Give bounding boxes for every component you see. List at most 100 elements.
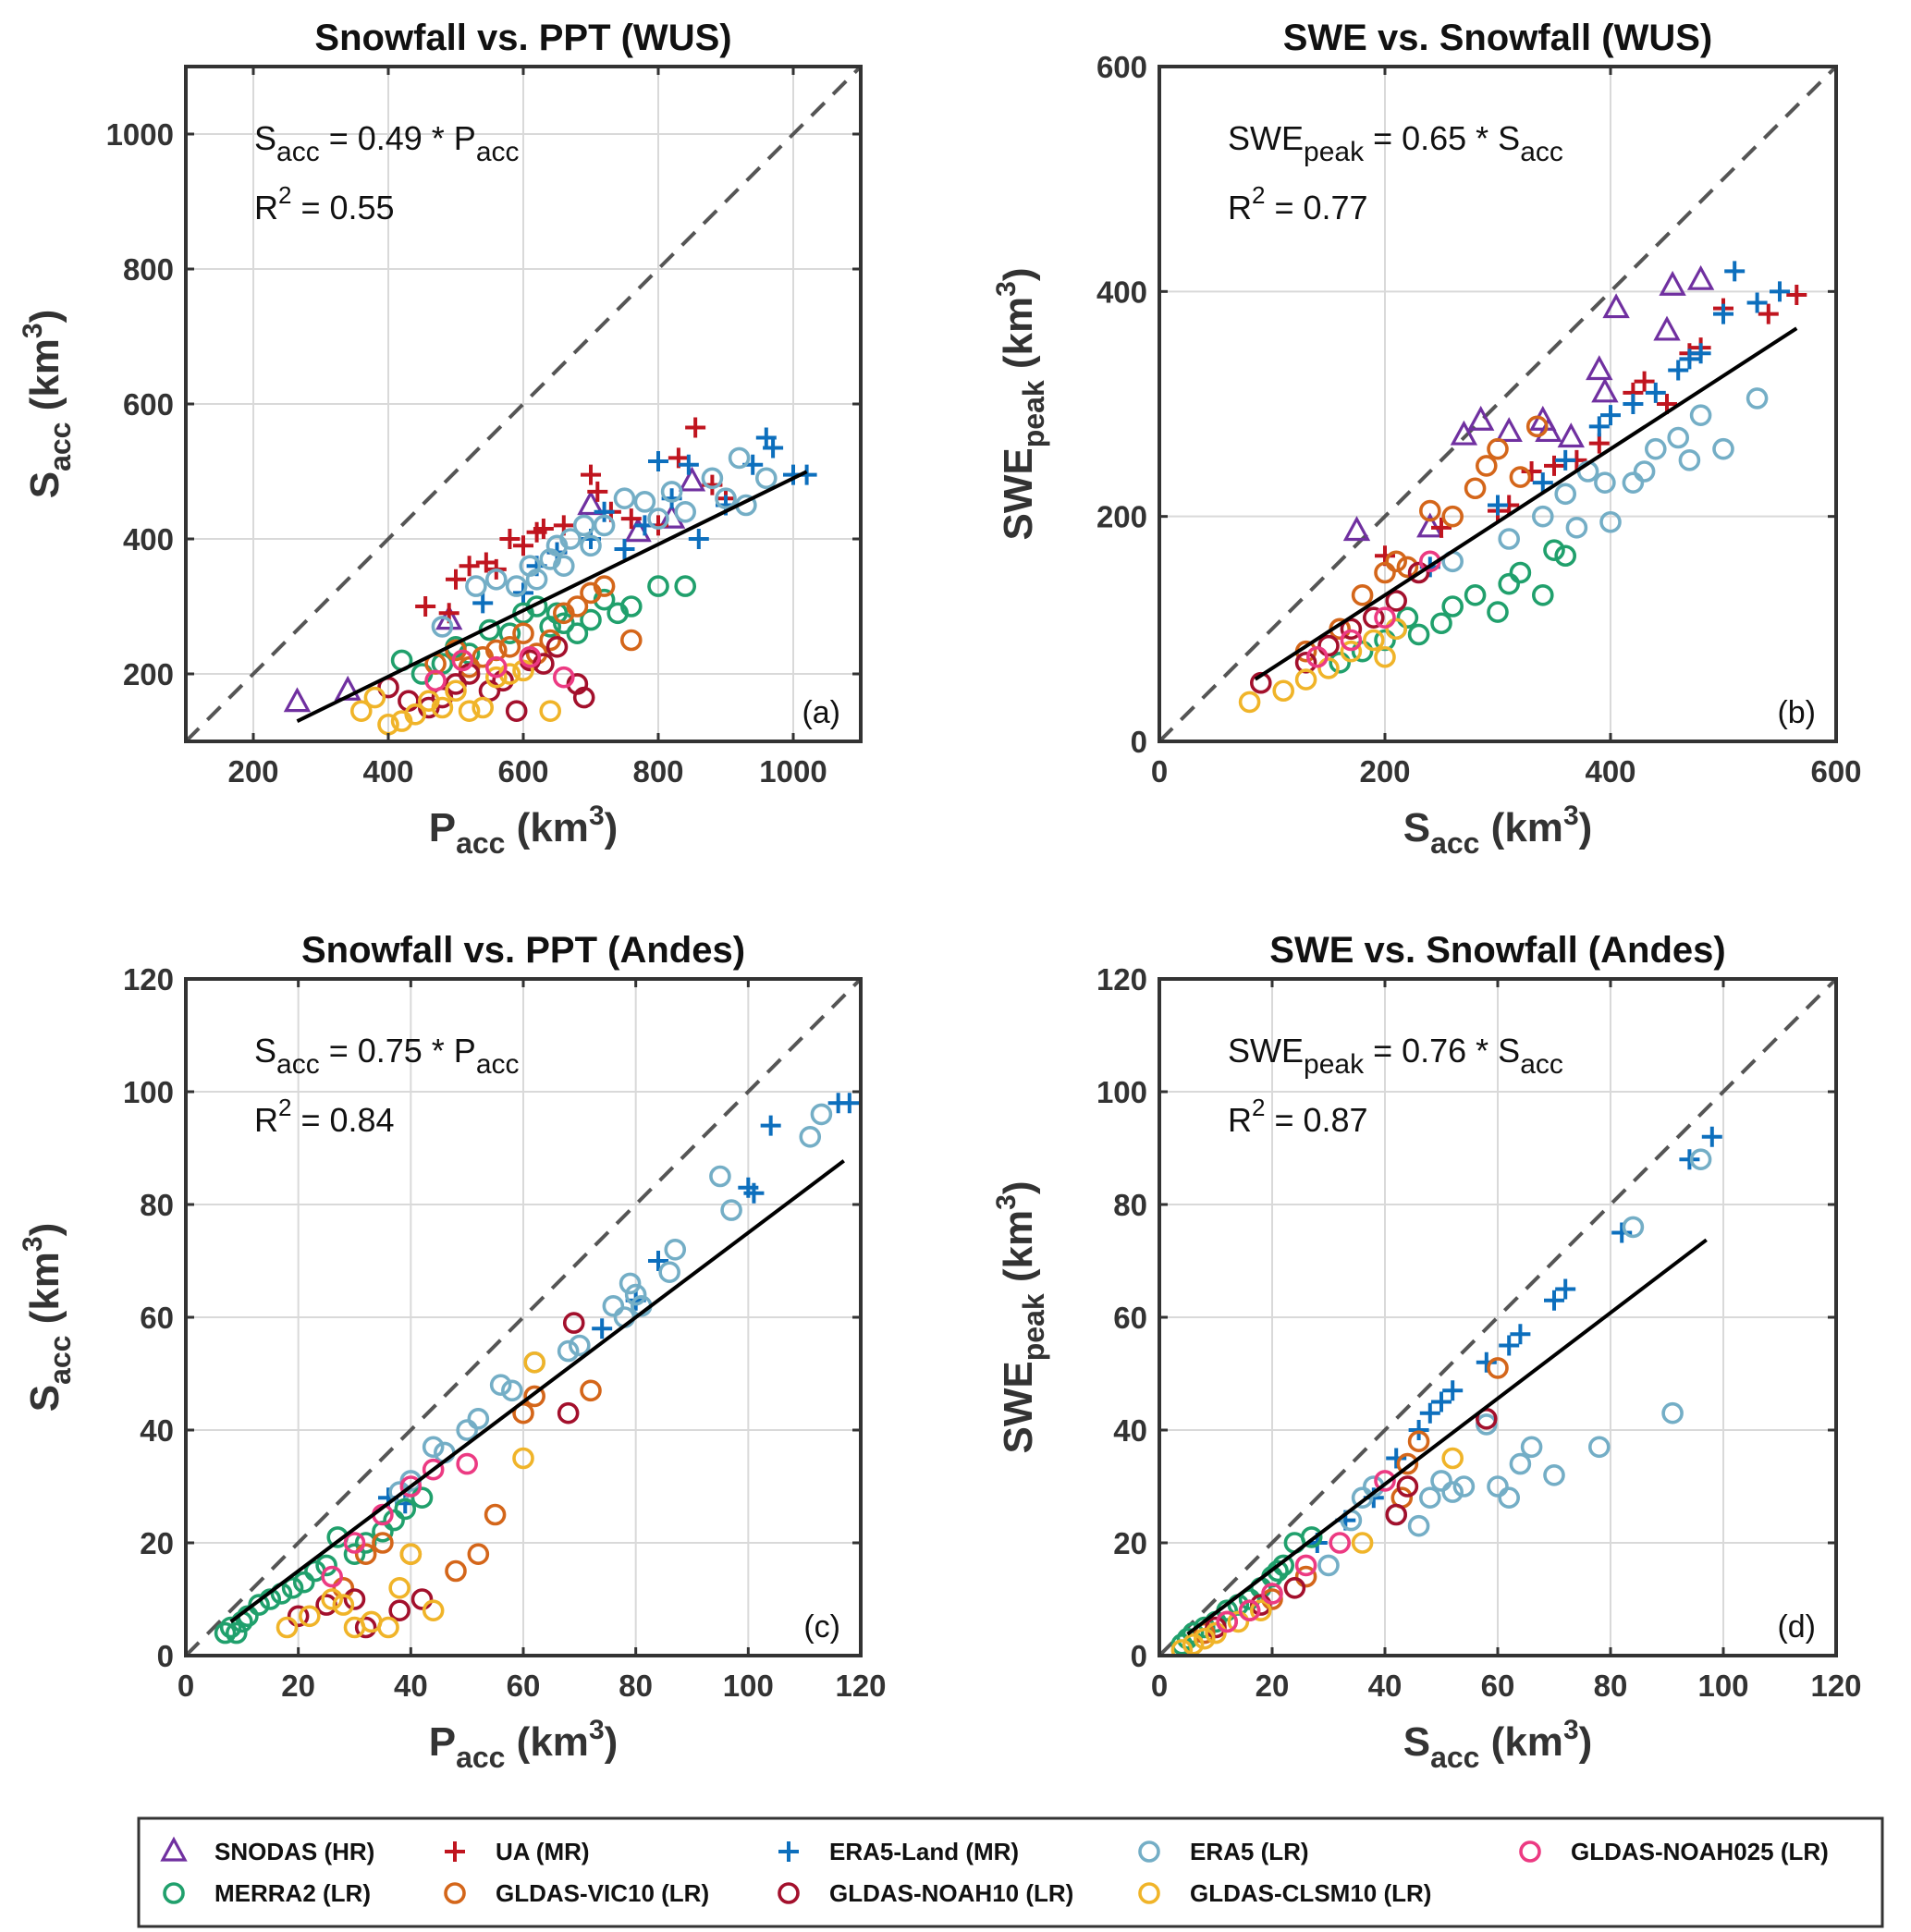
marker-ERA5 bbox=[1543, 1464, 1565, 1486]
y-tick-label: 200 bbox=[123, 657, 174, 691]
marker-UA bbox=[1521, 461, 1542, 482]
marker-CLSM bbox=[1205, 1621, 1227, 1645]
series-NOAH10 bbox=[1250, 561, 1430, 694]
marker-CLSM bbox=[445, 679, 467, 703]
legend-marker bbox=[778, 1882, 800, 1904]
marker-ERA5 bbox=[1667, 426, 1689, 449]
marker-ERA5 bbox=[489, 1374, 512, 1396]
legend-marker bbox=[160, 1836, 188, 1862]
marker-ERA5 bbox=[1622, 1216, 1645, 1239]
legend-item-NOAH025: GLDAS-NOAH025 (LR) bbox=[1519, 1838, 1829, 1865]
label-subscript: peak bbox=[1017, 1293, 1050, 1361]
marker-UA bbox=[459, 556, 480, 577]
marker-ERA5L bbox=[1488, 495, 1508, 516]
marker-VIC bbox=[1351, 584, 1374, 606]
marker-MERRA2 bbox=[1272, 1554, 1294, 1577]
y-tick-label: 120 bbox=[123, 962, 174, 997]
label-subscript: acc bbox=[43, 1336, 77, 1385]
label-subscript: acc bbox=[43, 422, 77, 471]
x-tick-label: 800 bbox=[632, 754, 683, 789]
equation-rhs-subscript: acc bbox=[1520, 1049, 1563, 1080]
marker-UA bbox=[446, 569, 466, 590]
y-tick-label: 20 bbox=[140, 1526, 174, 1560]
label-superscript: 3 bbox=[991, 281, 1022, 297]
marker-ERA5 bbox=[1565, 517, 1588, 539]
marker-NOAH025 bbox=[1374, 606, 1396, 629]
marker-ERA5 bbox=[593, 514, 616, 537]
marker-NOAH10 bbox=[562, 1312, 585, 1334]
series-ERA5 bbox=[431, 446, 778, 638]
marker-ERA5L bbox=[1442, 1380, 1464, 1401]
r2-symbol: R bbox=[1228, 1101, 1252, 1139]
marker-VIC bbox=[1396, 1452, 1419, 1475]
legend-label: GLDAS-NOAH025 (LR) bbox=[1571, 1838, 1829, 1865]
fit-line bbox=[1186, 1238, 1708, 1636]
marker-ERA5 bbox=[1498, 1486, 1520, 1509]
legend-item-MERRA2: MERRA2 (LR) bbox=[163, 1879, 371, 1907]
label-superscript: 3 bbox=[1563, 801, 1579, 831]
label-unit: (km bbox=[996, 297, 1041, 380]
marker-NOAH025 bbox=[484, 655, 508, 679]
marker-SNODAS bbox=[1557, 422, 1585, 448]
y-tick-label: 40 bbox=[140, 1413, 174, 1448]
equation-rhs-subscript: acc bbox=[476, 1049, 520, 1080]
marker-ERA5L bbox=[1555, 449, 1576, 471]
label-superscript: 3 bbox=[1563, 1715, 1579, 1745]
equation-lhs-subscript: acc bbox=[276, 1049, 320, 1080]
equation-lhs: SWE bbox=[1228, 119, 1304, 157]
y-tick-label: 20 bbox=[1113, 1526, 1147, 1560]
marker-VIC bbox=[1487, 437, 1509, 460]
r2-value: = 0.84 bbox=[291, 1101, 394, 1139]
y-tick-label: 600 bbox=[1096, 50, 1147, 84]
marker-CLSM bbox=[484, 666, 508, 689]
marker-ERA5 bbox=[715, 487, 737, 510]
marker-UA bbox=[620, 508, 642, 530]
marker-NOAH10 bbox=[1363, 606, 1385, 629]
plot-content bbox=[1159, 67, 1836, 741]
marker-NOAH025 bbox=[456, 1452, 478, 1475]
legend-label: ERA5-Land (MR) bbox=[829, 1838, 1019, 1865]
y-tick-label: 400 bbox=[123, 522, 174, 556]
marker-ERA5L bbox=[1588, 416, 1610, 437]
marker-NOAH10 bbox=[572, 686, 595, 709]
marker-MERRA2 bbox=[1430, 612, 1452, 635]
marker-NOAH025 bbox=[519, 645, 542, 668]
marker-ERA5L bbox=[688, 529, 709, 549]
marker-CLSM bbox=[1272, 679, 1294, 703]
label-unit: (km bbox=[1479, 805, 1562, 850]
y-tick-label: 120 bbox=[1096, 962, 1147, 997]
marker-ERA5 bbox=[1689, 404, 1712, 426]
marker-ERA5L bbox=[1408, 1420, 1429, 1440]
label-main: SWE bbox=[996, 447, 1041, 540]
marker-ERA5 bbox=[728, 446, 751, 470]
marker-ERA5 bbox=[619, 1272, 642, 1295]
label-unit: (km bbox=[505, 1719, 588, 1765]
marker-CLSM bbox=[299, 1605, 321, 1628]
marker-ERA5 bbox=[660, 481, 683, 503]
equation-lhs-subscript: acc bbox=[276, 137, 320, 167]
marker-MERRA2 bbox=[674, 575, 697, 597]
fit-line bbox=[296, 470, 808, 724]
series-CLSM bbox=[1238, 618, 1407, 714]
fit-equation: Sacc = 0.75 * Pacc bbox=[254, 1032, 520, 1080]
marker-CLSM bbox=[404, 703, 427, 726]
y-tick-label: 60 bbox=[1113, 1301, 1147, 1335]
panel-b: 0 200 400 600 0 200 400 600 SWE vs. Snowfall (WU… bbox=[991, 18, 1862, 860]
marker-CLSM bbox=[422, 1599, 445, 1621]
marker-NOAH10 bbox=[545, 635, 569, 658]
label-unit: (km bbox=[505, 805, 588, 850]
marker-VIC bbox=[619, 629, 643, 652]
legend-item-CLSM: GLDAS-CLSM10 (LR) bbox=[1138, 1879, 1431, 1907]
y-tick-label: 80 bbox=[1113, 1188, 1147, 1222]
marker-ERA5L bbox=[1510, 1324, 1531, 1345]
marker-CLSM bbox=[1250, 1599, 1272, 1621]
marker-UA bbox=[581, 464, 601, 485]
r2-superscript: 2 bbox=[278, 181, 291, 209]
series-MERRA2 bbox=[390, 575, 697, 685]
marker-ERA5 bbox=[1633, 460, 1656, 483]
r2-symbol: R bbox=[254, 1101, 278, 1139]
marker-UA bbox=[513, 535, 533, 556]
legend-label: UA (MR) bbox=[496, 1838, 590, 1865]
r2-value: = 0.77 bbox=[1265, 189, 1367, 226]
